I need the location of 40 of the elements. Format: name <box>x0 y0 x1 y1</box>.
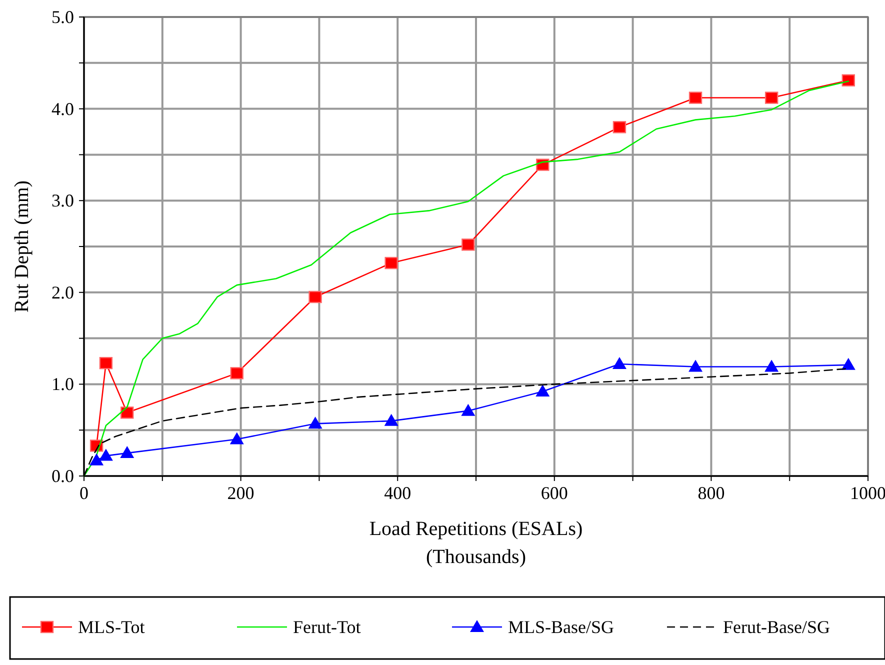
y-tick-label: 0.0 <box>52 466 74 486</box>
point <box>461 404 476 416</box>
legend-label: MLS-Tot <box>78 617 145 637</box>
y-tick-label: 4.0 <box>52 98 74 119</box>
y-tick-label: 1.0 <box>52 374 74 394</box>
y-tick-label: 3.0 <box>52 190 74 211</box>
point <box>230 367 244 380</box>
legend-label: MLS-Base/SG <box>508 617 614 637</box>
point <box>536 384 550 397</box>
point <box>308 416 322 429</box>
y-axis-title: Rut Depth (mm) <box>11 180 33 313</box>
point <box>612 121 626 134</box>
point <box>841 358 856 370</box>
point <box>98 448 113 461</box>
x-tick-label: 600 <box>540 483 568 503</box>
point <box>99 356 113 370</box>
point <box>120 446 134 458</box>
point <box>384 256 398 270</box>
point <box>688 92 702 104</box>
point <box>308 290 322 304</box>
point <box>842 74 855 86</box>
point <box>764 360 779 372</box>
x-axis-title: Load Repetitions (ESALs) (Thousands) <box>369 518 583 568</box>
x-tick-label: 1000 <box>850 483 885 503</box>
point <box>90 453 104 466</box>
point <box>612 357 626 370</box>
y-tick-label: 2.0 <box>52 282 74 302</box>
legend-label: Ferut-Tot <box>293 617 361 637</box>
legend-label: Ferut-Base/SG <box>723 617 830 637</box>
point <box>764 92 778 104</box>
x-tick-label: 800 <box>698 483 725 503</box>
point <box>688 360 703 372</box>
y-tick-label: 5.0 <box>52 7 74 27</box>
x-tick-label: 0 <box>80 483 88 503</box>
x-tick-label: 400 <box>384 483 412 503</box>
point <box>384 414 398 426</box>
x-tick-label: 200 <box>227 483 254 503</box>
point <box>462 238 475 251</box>
point <box>120 406 134 419</box>
point <box>230 432 244 444</box>
